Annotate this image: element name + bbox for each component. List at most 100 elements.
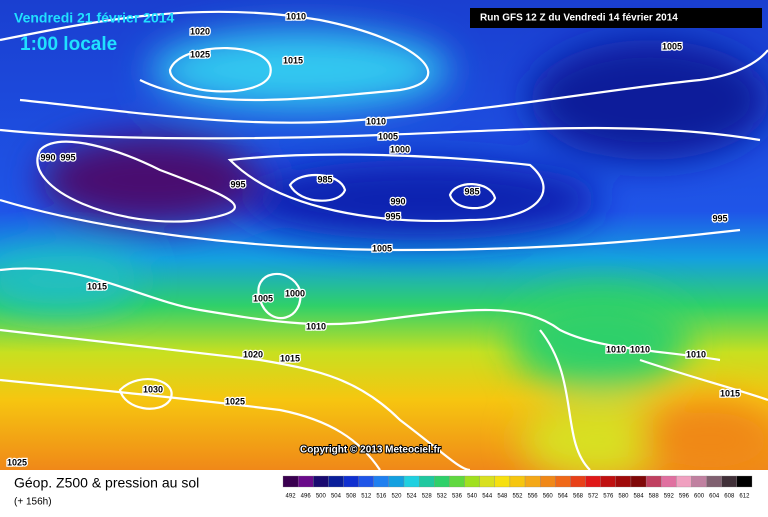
isobar-label: 1015 (720, 388, 740, 398)
isobar (257, 272, 302, 320)
scale-swatch (479, 475, 495, 488)
isobar-label: 1005 (378, 131, 398, 141)
scale-label: 596 (679, 494, 690, 500)
isobar (0, 378, 381, 471)
scale-label: 504 (331, 494, 342, 500)
scale-swatch (676, 475, 692, 488)
scale-label: 492 (286, 494, 297, 500)
scale-swatch (555, 475, 571, 488)
scale-label: 612 (739, 494, 750, 500)
scale-label: 508 (346, 494, 357, 500)
isobar-label: 985 (317, 174, 332, 184)
scale-swatch (585, 475, 601, 488)
isobar-label: 1025 (7, 457, 27, 467)
scale-swatch (600, 475, 616, 488)
forecast-time: 1:00 locale (20, 34, 117, 55)
scale-swatch (297, 475, 314, 488)
scale-label: 528 (422, 494, 433, 500)
scale-swatch (282, 475, 299, 488)
geopotential-field (0, 0, 768, 480)
isobar (0, 328, 471, 472)
scale-label: 604 (709, 494, 720, 500)
scale-label: 608 (724, 494, 735, 500)
scale-label: 592 (664, 494, 675, 500)
scale-swatch (736, 475, 753, 488)
isobar-label: 1000 (390, 144, 410, 154)
isobar (0, 10, 430, 102)
run-info: Run GFS 12 Z du Vendredi 14 février 2014 (480, 13, 678, 24)
scale-swatch (388, 475, 405, 488)
scale-label: 556 (528, 494, 539, 500)
isobar (36, 140, 236, 223)
scale-swatch (373, 475, 390, 488)
scale-swatch (524, 475, 541, 488)
scale-label: 532 (437, 494, 448, 500)
scale-label: 520 (391, 494, 402, 500)
scale-swatch (464, 475, 480, 488)
scale-label: 496 (301, 494, 312, 500)
isobar-label: 995 (60, 152, 75, 162)
scale-swatch (691, 475, 707, 488)
color-scale: 492 496 500 504 508 512 516 520 524 528 532 536 540 5… (282, 475, 753, 500)
isobar-label: 1025 (225, 396, 245, 406)
scale-swatch (328, 475, 344, 488)
scale-swatch (570, 475, 586, 488)
isobar (288, 173, 347, 202)
scale-swatch (343, 475, 359, 488)
isobar-label: 995 (712, 213, 727, 223)
isobars (0, 10, 768, 472)
isobar (448, 183, 497, 210)
scale-label: 500 (316, 494, 327, 500)
isobar-label: 995 (230, 179, 245, 189)
isobar-label: 985 (464, 186, 479, 196)
scale-swatch (403, 475, 420, 488)
scale-label: 584 (634, 494, 645, 500)
isobar-label: 1015 (280, 353, 300, 363)
run-box (470, 8, 762, 28)
isobar-label: 1005 (662, 41, 682, 51)
isobar-label: 1005 (372, 243, 392, 253)
isobar-label: 990 (390, 196, 405, 206)
isobar-label: 1020 (190, 26, 210, 36)
scale-swatch (630, 475, 647, 488)
isobar (539, 329, 768, 471)
scale-label: 524 (407, 494, 418, 500)
scale-swatch (645, 475, 662, 488)
isobar-label: 1025 (190, 49, 210, 59)
scale-swatch (706, 475, 722, 488)
scale-label: 540 (467, 494, 478, 500)
scale-label: 516 (376, 494, 387, 500)
isobar-label: 990 (40, 152, 55, 162)
lead-time: (+ 156h) (14, 497, 52, 508)
isobar (0, 267, 721, 362)
scale-swatch (615, 475, 632, 488)
scale-label: 536 (452, 494, 463, 500)
isobar-label: 1010 (286, 11, 306, 21)
isobar (0, 198, 741, 252)
isobar-label: 1015 (283, 55, 303, 65)
scale-label: 560 (543, 494, 554, 500)
isobar (168, 47, 272, 93)
scale-swatch (313, 475, 329, 488)
scale-swatch (358, 475, 374, 488)
scale-swatch (419, 475, 435, 488)
scale-swatch (434, 475, 450, 488)
isobar-label: 1000 (285, 288, 305, 298)
forecast-date: Vendredi 21 février 2014 (14, 10, 175, 26)
scale-swatch (449, 475, 465, 488)
isobar-label: 1010 (306, 321, 326, 331)
isobar-label: 1010 (606, 344, 626, 354)
scale-label: 512 (361, 494, 372, 500)
isobar-label: 1030 (143, 384, 163, 394)
scale-label: 576 (603, 494, 614, 500)
isobar-label: 995 (385, 211, 400, 221)
scale-label: 600 (694, 494, 705, 500)
scale-swatch (494, 475, 511, 488)
isobar-label: 1005 (253, 293, 273, 303)
scale-label: 588 (649, 494, 660, 500)
isobar-label: 1015 (87, 281, 107, 291)
scale-swatch (661, 475, 677, 488)
scale-label: 544 (482, 494, 493, 500)
